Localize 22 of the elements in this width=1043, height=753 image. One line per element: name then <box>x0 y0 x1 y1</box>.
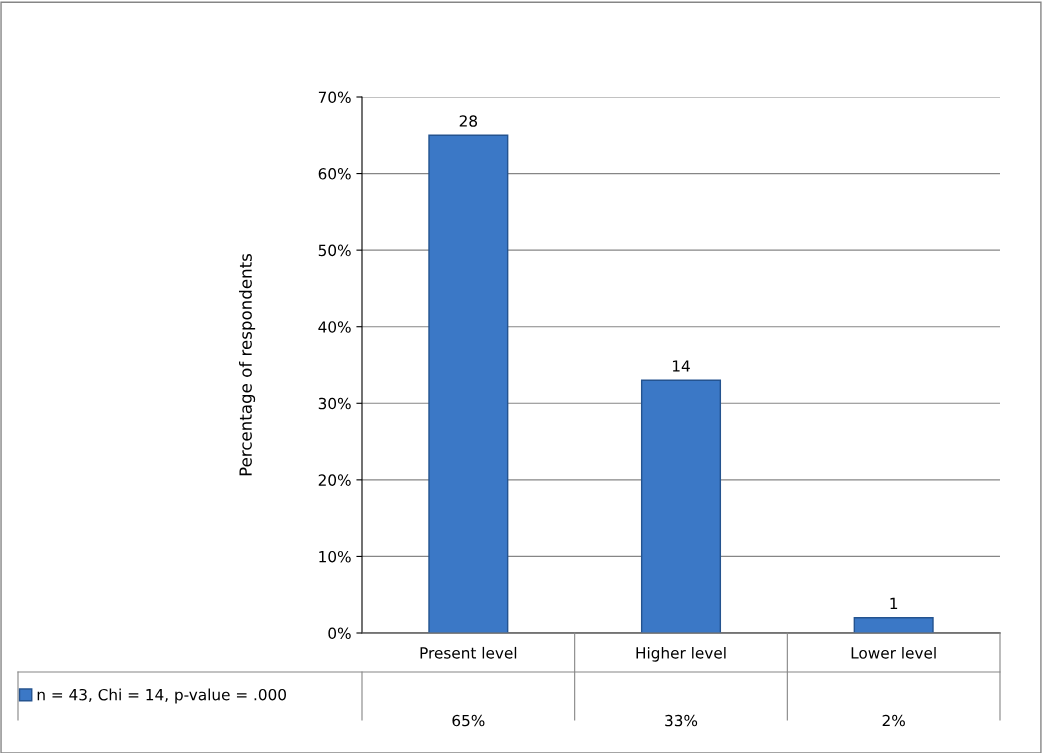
x-tick-label: Present level <box>420 646 517 659</box>
annotation: 1 <box>890 597 898 609</box>
bar <box>853 616 934 633</box>
y-axis-title: Percentage of respondents <box>239 253 256 476</box>
bar <box>428 134 509 633</box>
y-tick-label: 30% <box>318 397 351 410</box>
y-tick-label: 60% <box>318 168 351 180</box>
data-label: 33% <box>665 714 698 727</box>
x-tick-label: Higher level <box>636 646 726 662</box>
annotation: 14 <box>672 360 690 372</box>
y-tick-label: 0% <box>328 627 351 640</box>
y-tick-label: 20% <box>318 474 351 486</box>
x-tick-label: Lower level <box>851 646 936 659</box>
y-tick-label: 40% <box>318 321 351 333</box>
y-tick-label: 50% <box>318 244 351 257</box>
y-tick-label: 10% <box>319 550 351 563</box>
legend-label: n = 43, Chi = 14, p-value = .000 <box>37 688 286 704</box>
data-label: 2% <box>882 714 905 727</box>
data-label: 65% <box>452 714 485 727</box>
bar <box>640 379 722 633</box>
y-tick-label: 70% <box>318 91 351 104</box>
annotation: 28 <box>459 115 478 127</box>
